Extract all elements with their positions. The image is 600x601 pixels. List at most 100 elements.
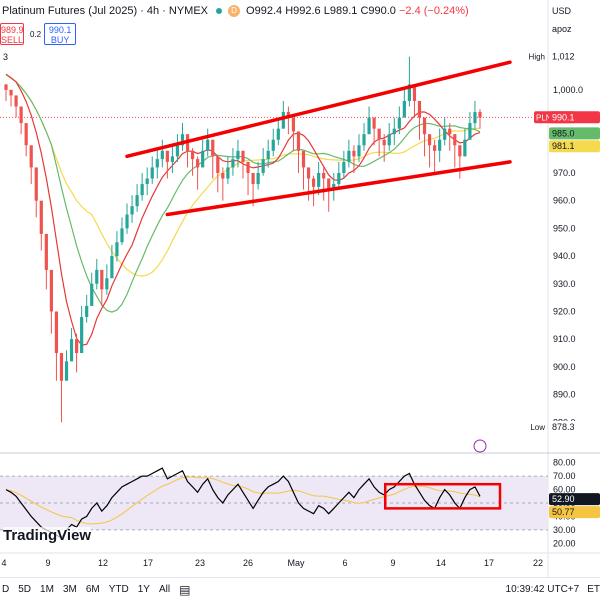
timezone-short[interactable]: ET <box>587 584 600 595</box>
candle-body <box>59 353 64 381</box>
candle-body <box>246 161 250 173</box>
candle-body <box>236 150 240 160</box>
range-1y[interactable]: 1Y <box>137 584 150 595</box>
close-value: C990.0 <box>360 5 396 17</box>
candle-body <box>115 242 119 257</box>
currency-label[interactable]: USD <box>552 6 572 16</box>
candle-body <box>422 117 427 135</box>
candle-body <box>448 128 452 135</box>
time-tick-label: 9 <box>45 558 50 568</box>
candle-body <box>120 228 124 243</box>
candle-body <box>392 128 396 135</box>
price-tick-label: 1,000.0 <box>553 85 583 95</box>
range-1m[interactable]: 1M <box>40 584 54 595</box>
candle-body <box>357 145 361 157</box>
candle-body <box>170 156 175 162</box>
candle-body <box>74 339 79 354</box>
time-tick-label: 17 <box>484 558 494 568</box>
candle-body <box>352 150 356 157</box>
candle-body <box>327 178 331 190</box>
price-tick-label: 910.0 <box>553 334 576 344</box>
time-tick-label: 12 <box>98 558 108 568</box>
calendar-range-icon[interactable]: ▤ <box>179 582 191 597</box>
candle-body <box>458 145 462 157</box>
rsi-annotation-rect <box>383 482 502 510</box>
candle-body <box>140 184 144 196</box>
clock-time[interactable]: 10:39:42 UTC+7 <box>505 584 580 595</box>
candle-body <box>301 150 306 168</box>
candle-body <box>211 139 215 157</box>
candle-body <box>382 139 386 146</box>
candle-body <box>24 123 28 146</box>
candle-body <box>180 134 185 146</box>
market-status-dot <box>216 8 223 14</box>
rsi-tick-label: 20.00 <box>553 538 576 548</box>
range-3m[interactable]: 3M <box>62 584 77 595</box>
candle-body <box>412 84 417 101</box>
candle-body <box>367 117 371 135</box>
sell-button[interactable]: 989.9 SELL <box>0 23 24 45</box>
ohlc-values: O992.4 H992.6 L989.1 C990.0 −2.4 (−0.24%… <box>246 5 469 17</box>
ma1-value: 985.0 <box>552 128 575 138</box>
price-tick-label: 950.0 <box>553 223 576 233</box>
candle-body <box>69 339 74 362</box>
candle-body <box>64 361 69 381</box>
candle-body <box>266 150 270 160</box>
high-value: H992.6 <box>285 5 321 17</box>
range-all[interactable]: All <box>158 584 171 595</box>
range-5d[interactable]: 5D <box>18 584 32 595</box>
high-tag <box>549 50 600 63</box>
candle-body <box>110 256 114 279</box>
candle-body <box>347 150 351 162</box>
candle-body <box>276 128 280 140</box>
candle-body <box>125 214 129 229</box>
candle-body <box>241 150 245 162</box>
candle-body <box>175 145 180 157</box>
time-tick-label: 17 <box>143 558 153 568</box>
range-6m[interactable]: 6M <box>85 584 100 595</box>
candle-body <box>226 167 230 179</box>
candle-body <box>468 123 472 140</box>
rsi-tick-label: 80.00 <box>553 458 576 468</box>
candle-body <box>54 311 59 354</box>
candle-body <box>165 150 169 162</box>
low-value: 878.3 <box>552 422 575 432</box>
rsi-ma-value: 50.77 <box>552 507 575 517</box>
high-value: 1,012 <box>552 52 575 62</box>
price-tick-label: 900.0 <box>553 362 576 372</box>
candle-body <box>145 178 149 185</box>
buy-button[interactable]: 990.1 BUY <box>44 23 77 45</box>
buy-price: 990.1 <box>48 25 72 35</box>
channel-lower-line <box>165 160 512 217</box>
range-d[interactable]: D <box>2 584 10 595</box>
rsi-tick-label: 60.00 <box>553 485 576 495</box>
low-label: Low <box>530 423 545 432</box>
price-tick-label: 960.0 <box>553 196 576 206</box>
candle-body <box>478 112 482 118</box>
candle-body <box>160 150 164 160</box>
rsi-value-tag <box>549 493 600 506</box>
ma-mid-line <box>5 73 481 313</box>
dividend-badge[interactable]: D <box>228 5 241 17</box>
candle-body <box>221 172 225 179</box>
candle-body <box>44 233 48 270</box>
price-chart[interactable]: 1,000.0990.0980.0970.0960.0950.0940.0930… <box>0 0 600 577</box>
candle-body <box>377 128 381 140</box>
candle-body <box>251 172 255 185</box>
indicator-count[interactable]: 3 <box>3 52 9 62</box>
candle-body <box>105 278 109 290</box>
time-tick-label: 6 <box>342 558 347 568</box>
candle-body <box>342 161 346 173</box>
open-value: O992.4 <box>246 5 283 17</box>
candle-body <box>256 172 260 185</box>
range-ytd[interactable]: YTD <box>108 584 129 595</box>
tradingview-logo[interactable]: TradingView <box>3 527 92 544</box>
sell-label: SELL <box>1 35 24 45</box>
candle-body <box>216 156 220 173</box>
rsi-value: 52.90 <box>552 494 575 504</box>
candle-body <box>201 150 205 168</box>
candle-body <box>231 159 235 168</box>
ma2-tag <box>549 140 600 153</box>
symbol-title[interactable]: Platinum Futures (Jul 2025) · 4h · NYMEX <box>2 5 209 17</box>
bottom-toolbar: D 5D 1M 3M 6M YTD 1Y All ▤ 10:39:42 UTC+… <box>0 577 600 601</box>
